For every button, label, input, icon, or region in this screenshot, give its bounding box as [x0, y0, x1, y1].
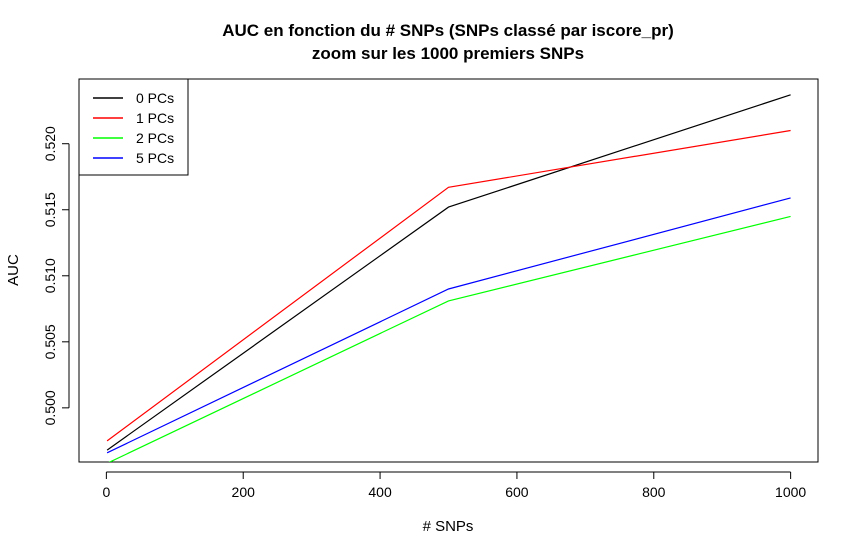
legend-box — [78, 78, 189, 176]
plot-frame — [78, 78, 819, 463]
y-axis-label: AUC — [5, 254, 22, 286]
chart-subtitle: zoom sur les 1000 premiers SNPs — [312, 44, 584, 63]
series-line-2-pcs — [108, 215, 791, 462]
x-axis: 0 200 400 600 800 1000 — [102, 471, 806, 500]
series-line-5-pcs — [106, 197, 791, 454]
legend-label: 1 PCs — [136, 110, 174, 126]
legend-label: 0 PCs — [136, 90, 174, 106]
x-tick-label: 1000 — [775, 484, 806, 500]
legend: 0 PCs 1 PCs 2 PCs 5 PCs — [78, 78, 189, 176]
y-tick-label: 0.520 — [42, 126, 58, 161]
y-axis: 0.500 0.505 0.510 0.515 0.520 — [42, 126, 70, 425]
y-tick-label: 0.500 — [42, 390, 58, 425]
series-line-0-pcs — [106, 94, 791, 451]
legend-label: 2 PCs — [136, 130, 174, 146]
x-tick-label: 0 — [102, 484, 110, 500]
y-tick-label: 0.515 — [42, 192, 58, 227]
legend-label: 5 PCs — [136, 150, 174, 166]
x-tick-label: 800 — [642, 484, 666, 500]
y-tick-label: 0.510 — [42, 258, 58, 293]
x-tick-label: 200 — [232, 484, 256, 500]
x-axis-label: # SNPs — [423, 518, 474, 535]
x-tick-label: 600 — [505, 484, 529, 500]
series-line-1-pcs — [106, 129, 791, 442]
y-tick-label: 0.505 — [42, 324, 58, 359]
series-layer — [106, 94, 791, 462]
x-tick-label: 400 — [368, 484, 392, 500]
chart-title: AUC en fonction du # SNPs (SNPs classé p… — [222, 21, 674, 40]
